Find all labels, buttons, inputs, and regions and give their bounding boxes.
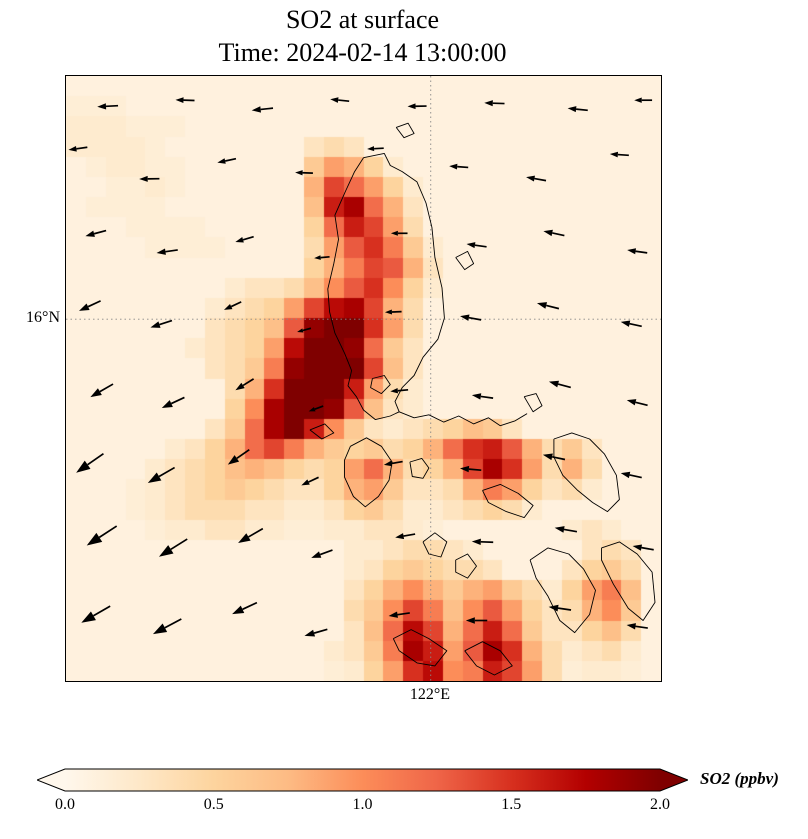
graticule — [66, 76, 661, 681]
map-overlay — [66, 76, 661, 681]
so2-heatmap — [66, 76, 661, 681]
chart-title: SO2 at surface — [285, 5, 440, 34]
colorbar-tick-row: 0.0 0.5 1.0 1.5 2.0 — [55, 796, 670, 816]
colorbar-gradient — [35, 768, 690, 792]
chart-subtitle: Time: 2024-02-14 13:00:00 — [218, 37, 507, 67]
colorbar-tick-label: 2.0 — [650, 796, 670, 813]
colorbar-tick-label: 0.0 — [55, 796, 75, 813]
y-tick-label: 16°N — [26, 309, 60, 326]
x-tick-label: 122°E — [409, 686, 451, 703]
colorbar — [35, 768, 690, 792]
coastline — [309, 122, 656, 676]
map-plot — [65, 75, 662, 682]
colorbar-tick-label: 0.5 — [203, 796, 224, 813]
title-block: SO2 at surface Time: 2024-02-14 13:00:00 — [65, 4, 660, 69]
colorbar-tick-label: 1.0 — [352, 796, 373, 813]
colorbar-tick-label: 1.5 — [501, 796, 522, 813]
wind-vectors — [68, 97, 654, 637]
colorbar-label: SO2 (ppbv) — [700, 769, 779, 788]
